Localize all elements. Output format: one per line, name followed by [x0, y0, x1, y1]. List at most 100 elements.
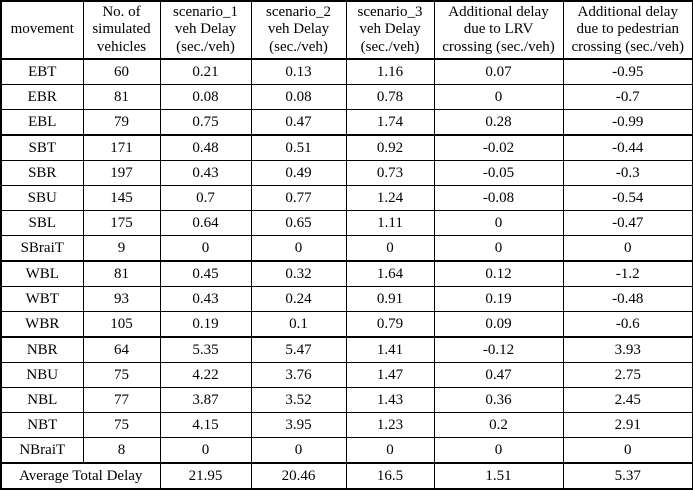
table-row-nbrait: NBraiT 8 0 0 0 0 0 — [0, 437, 693, 464]
value-cell: 3.87 — [159, 387, 252, 413]
value-cell: 5.35 — [159, 336, 252, 363]
value-cell: 0 — [345, 437, 435, 464]
value-cell: 0.51 — [250, 134, 347, 161]
value-cell: 197 — [82, 160, 161, 186]
value-cell: 1.23 — [345, 412, 435, 438]
value-cell: 0.75 — [159, 109, 252, 136]
value-cell: -0.12 — [433, 336, 564, 363]
value-cell: 0.07 — [433, 58, 564, 85]
movement-cell: WBL — [0, 260, 84, 287]
value-cell: -0.47 — [562, 210, 693, 236]
table-row-nbt: NBT 75 4.15 3.95 1.23 0.2 2.91 — [0, 412, 693, 438]
value-cell: 0.19 — [159, 311, 252, 338]
value-cell: 1.74 — [345, 109, 435, 136]
column-header-pedestrian-additional-delay: Additional delay due to pedestrian cross… — [562, 0, 693, 60]
value-cell: 0 — [433, 437, 564, 464]
value-cell: 0.7 — [159, 185, 252, 211]
value-cell: -0.54 — [562, 185, 693, 211]
value-cell: 64 — [82, 336, 161, 363]
value-cell: 0.28 — [433, 109, 564, 136]
table-body: EBT 60 0.21 0.13 1.16 0.07 -0.95 EBR 81 0.08 0.08 0… — [0, 58, 693, 490]
value-cell: 0.48 — [159, 134, 252, 161]
movement-cell: NBL — [0, 387, 84, 413]
value-cell: 21.95 — [159, 462, 252, 490]
value-cell: -0.7 — [562, 84, 693, 110]
value-cell: 0.36 — [433, 387, 564, 413]
value-cell: -0.3 — [562, 160, 693, 186]
value-cell: 145 — [82, 185, 161, 211]
value-cell: 0.12 — [433, 260, 564, 287]
value-cell: 3.52 — [250, 387, 347, 413]
value-cell: 0.73 — [345, 160, 435, 186]
value-cell: -0.02 — [433, 134, 564, 161]
column-header-movement: movement — [0, 0, 84, 60]
value-cell: -0.95 — [562, 58, 693, 85]
value-cell: -0.6 — [562, 311, 693, 338]
value-cell: 0.43 — [159, 160, 252, 186]
value-cell: 2.75 — [562, 362, 693, 388]
value-cell: 20.46 — [250, 462, 347, 490]
value-cell: 0.32 — [250, 260, 347, 287]
movement-cell: SBraiT — [0, 235, 84, 262]
movement-cell: EBT — [0, 58, 84, 85]
value-cell: 0.24 — [250, 286, 347, 312]
value-cell: 0 — [159, 437, 252, 464]
movement-cell: SBL — [0, 210, 84, 236]
value-cell: -0.08 — [433, 185, 564, 211]
value-cell: 75 — [82, 362, 161, 388]
value-cell: 93 — [82, 286, 161, 312]
value-cell: 75 — [82, 412, 161, 438]
value-cell: 9 — [82, 235, 161, 262]
value-cell: 0.09 — [433, 311, 564, 338]
value-cell: 0.08 — [250, 84, 347, 110]
value-cell: 0.47 — [250, 109, 347, 136]
value-cell: 1.64 — [345, 260, 435, 287]
value-cell: 0 — [562, 235, 693, 262]
movement-cell: NBraiT — [0, 437, 84, 464]
table-row-sbrait: SBraiT 9 0 0 0 0 0 — [0, 235, 693, 262]
movement-cell: NBT — [0, 412, 84, 438]
table-row-nbu: NBU 75 4.22 3.76 1.47 0.47 2.75 — [0, 362, 693, 388]
value-cell: 0.47 — [433, 362, 564, 388]
value-cell: 0 — [433, 235, 564, 262]
average-total-delay-row: Average Total Delay 21.95 20.46 16.5 1.51 5.3… — [0, 462, 693, 490]
value-cell: 0.49 — [250, 160, 347, 186]
value-cell: 8 — [82, 437, 161, 464]
value-cell: 0 — [433, 210, 564, 236]
value-cell: -0.48 — [562, 286, 693, 312]
value-cell: 60 — [82, 58, 161, 85]
value-cell: 0 — [250, 437, 347, 464]
movement-cell: WBT — [0, 286, 84, 312]
value-cell: 81 — [82, 260, 161, 287]
value-cell: 1.41 — [345, 336, 435, 363]
value-cell: 0.65 — [250, 210, 347, 236]
value-cell: -0.99 — [562, 109, 693, 136]
table-row-sbl: SBL 175 0.64 0.65 1.11 0 -0.47 — [0, 210, 693, 236]
header-row: movement No. of simulated vehicles scenari… — [0, 0, 693, 60]
value-cell: 81 — [82, 84, 161, 110]
table-row-ebr: EBR 81 0.08 0.08 0.78 0 -0.7 — [0, 84, 693, 110]
column-header-simulated-vehicles: No. of simulated vehicles — [82, 0, 161, 60]
value-cell: 105 — [82, 311, 161, 338]
value-cell: 5.47 — [250, 336, 347, 363]
value-cell: 0.19 — [433, 286, 564, 312]
movement-cell: SBU — [0, 185, 84, 211]
value-cell: 1.43 — [345, 387, 435, 413]
value-cell: 1.24 — [345, 185, 435, 211]
value-cell: 0 — [250, 235, 347, 262]
column-header-lrv-additional-delay: Additional delay due to LRV crossing (se… — [433, 0, 564, 60]
value-cell: 3.95 — [250, 412, 347, 438]
value-cell: 1.11 — [345, 210, 435, 236]
movement-cell: NBU — [0, 362, 84, 388]
value-cell: 0.91 — [345, 286, 435, 312]
movement-cell: EBR — [0, 84, 84, 110]
value-cell: 77 — [82, 387, 161, 413]
value-cell: 0.1 — [250, 311, 347, 338]
value-cell: 0 — [159, 235, 252, 262]
value-cell: -0.05 — [433, 160, 564, 186]
column-header-scenario-2-delay: scenario_2 veh Delay (sec./veh) — [250, 0, 347, 60]
table-row-sbr: SBR 197 0.43 0.49 0.73 -0.05 -0.3 — [0, 160, 693, 186]
average-total-delay-label: Average Total Delay — [0, 462, 161, 490]
value-cell: 0.79 — [345, 311, 435, 338]
